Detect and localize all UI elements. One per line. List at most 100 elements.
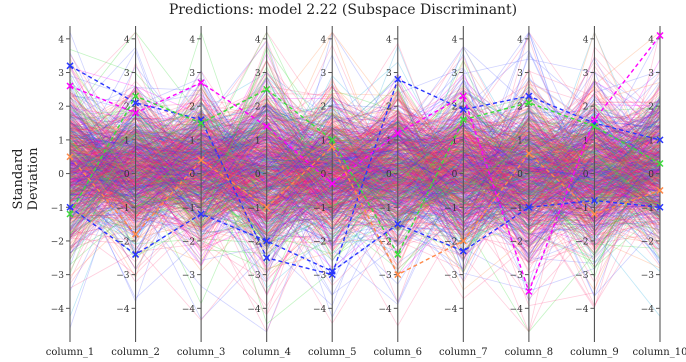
series-line: [69, 108, 661, 220]
tick-label: −4: [444, 305, 458, 315]
highlighted-line: [69, 88, 661, 256]
axis-name-label: column_6: [374, 347, 423, 358]
series-line: [69, 132, 661, 202]
series-line: [69, 136, 661, 240]
series-line: [69, 112, 661, 218]
series-line: [69, 110, 661, 216]
series-line: [69, 89, 661, 226]
x-marker: [263, 254, 271, 262]
series-line: [69, 120, 661, 245]
series-line: [69, 126, 661, 209]
series-line: [69, 125, 661, 230]
series-line: [69, 52, 661, 329]
x-marker: [197, 79, 205, 87]
series-line: [69, 116, 661, 231]
series-line: [69, 70, 661, 266]
series-line: [69, 92, 661, 251]
series-line: [69, 121, 661, 247]
series-line: [69, 121, 661, 227]
series-line: [69, 155, 661, 235]
series-line: [69, 138, 661, 239]
series-line: [69, 150, 661, 206]
series-line: [69, 117, 661, 242]
series-line: [69, 124, 661, 232]
series-line: [69, 123, 661, 228]
series-line: [69, 138, 661, 333]
series-line: [69, 125, 661, 230]
series-line: [69, 128, 661, 241]
series-line: [69, 80, 661, 204]
tick-label: −1: [378, 204, 391, 214]
x-marker: [132, 92, 140, 100]
series-line: [69, 130, 661, 258]
tick-label: −1: [575, 204, 588, 214]
series-line: [69, 113, 661, 217]
series-line: [69, 113, 661, 179]
axis-name-label: column_4: [242, 347, 291, 358]
series-line: [69, 46, 661, 248]
series-line: [69, 108, 661, 241]
series-line: [69, 119, 661, 224]
series-line: [69, 117, 661, 246]
tick-label: 1: [58, 136, 64, 146]
series-line: [69, 104, 661, 208]
series-line: [69, 175, 661, 272]
series-line: [69, 102, 661, 261]
tick-label: −4: [575, 305, 589, 315]
series-line: [69, 129, 661, 218]
series-line: [69, 79, 661, 291]
series-line: [69, 46, 661, 244]
series-line: [69, 77, 661, 221]
series-line: [69, 134, 661, 214]
series-line: [69, 129, 661, 207]
series-line: [69, 52, 661, 320]
series-line: [69, 104, 661, 222]
series-line: [69, 88, 661, 214]
x-marker: [590, 116, 598, 124]
series-line: [69, 137, 661, 207]
series-line: [69, 135, 661, 219]
series-line: [69, 113, 661, 200]
series-line: [69, 96, 661, 202]
series-line: [69, 129, 661, 235]
series-line: [69, 110, 661, 304]
highlighted-line: [69, 199, 661, 273]
x-marker: [66, 62, 74, 70]
series-line: [69, 91, 661, 225]
series-line: [69, 126, 661, 248]
x-marker: [328, 136, 336, 144]
series-line: [69, 115, 661, 255]
series-line: [69, 105, 661, 210]
series-line: [69, 132, 661, 252]
series-line: [69, 83, 661, 231]
series-line: [69, 153, 661, 264]
axis-name-label: column_3: [177, 347, 226, 358]
series-line: [69, 122, 661, 218]
series-line: [69, 98, 661, 231]
series-line: [69, 113, 661, 224]
series-line: [69, 142, 661, 194]
series-line: [69, 104, 661, 245]
x-marker: [459, 247, 467, 255]
series-line: [69, 112, 661, 229]
series-line: [69, 126, 661, 229]
tick-label: −1: [641, 204, 654, 214]
series-line: [69, 146, 661, 238]
series-line: [69, 59, 661, 231]
series-line: [69, 119, 661, 208]
series-line: [69, 105, 661, 274]
series-line: [69, 132, 661, 226]
tick-label: 3: [255, 69, 261, 79]
series-line: [69, 125, 661, 207]
series-line: [69, 93, 661, 207]
series-line: [69, 31, 661, 303]
series-line: [69, 105, 661, 260]
series-line: [69, 114, 661, 256]
series-line: [69, 99, 661, 242]
series-line: [69, 123, 661, 227]
series-line: [69, 73, 661, 274]
series-line: [69, 98, 661, 240]
series-line: [69, 129, 661, 218]
series-line: [69, 124, 661, 204]
